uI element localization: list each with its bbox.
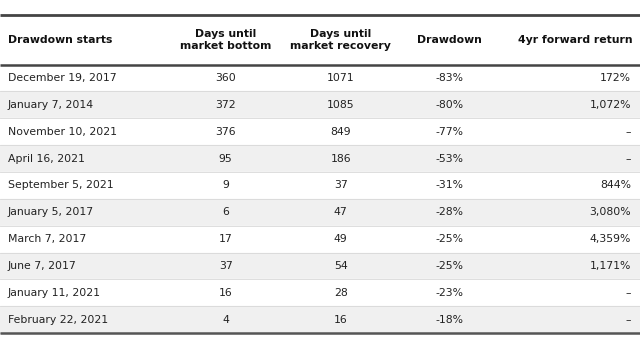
Text: 172%: 172%	[600, 73, 631, 83]
Text: January 7, 2014: January 7, 2014	[8, 100, 94, 110]
Text: April 16, 2021: April 16, 2021	[8, 154, 84, 164]
Text: June 7, 2017: June 7, 2017	[8, 261, 76, 271]
Text: -23%: -23%	[436, 288, 463, 298]
Text: January 11, 2021: January 11, 2021	[8, 288, 100, 298]
Text: 4,359%: 4,359%	[589, 234, 631, 244]
Text: -53%: -53%	[436, 154, 463, 164]
Text: 360: 360	[215, 73, 236, 83]
Text: –: –	[625, 154, 631, 164]
Text: –: –	[625, 315, 631, 325]
Text: 95: 95	[219, 154, 232, 164]
Bar	[0, 172, 640, 199]
Text: 49: 49	[334, 234, 348, 244]
Text: –: –	[625, 288, 631, 298]
Text: 849: 849	[330, 127, 351, 137]
Text: 4yr forward return: 4yr forward return	[518, 35, 632, 45]
Text: December 19, 2017: December 19, 2017	[8, 73, 116, 83]
Text: March 7, 2017: March 7, 2017	[8, 234, 86, 244]
Text: 37: 37	[334, 181, 348, 190]
Text: Days until
market recovery: Days until market recovery	[291, 29, 391, 51]
Text: 17: 17	[219, 234, 232, 244]
Text: -18%: -18%	[436, 315, 463, 325]
Text: -77%: -77%	[436, 127, 463, 137]
Bar	[0, 65, 640, 91]
Text: Drawdown: Drawdown	[417, 35, 482, 45]
Bar	[0, 199, 640, 226]
Text: 54: 54	[334, 261, 348, 271]
Text: Drawdown starts: Drawdown starts	[8, 35, 112, 45]
Text: –: –	[625, 127, 631, 137]
Text: January 5, 2017: January 5, 2017	[8, 207, 94, 217]
Text: 1085: 1085	[327, 100, 355, 110]
Text: 16: 16	[334, 315, 348, 325]
Text: -28%: -28%	[436, 207, 463, 217]
Text: Days until
market bottom: Days until market bottom	[180, 29, 271, 51]
Text: 372: 372	[215, 100, 236, 110]
Text: 3,080%: 3,080%	[589, 207, 631, 217]
Text: -25%: -25%	[436, 234, 463, 244]
Text: 16: 16	[219, 288, 232, 298]
Bar	[0, 118, 640, 145]
Bar	[0, 253, 640, 279]
Text: September 5, 2021: September 5, 2021	[8, 181, 113, 190]
Text: 9: 9	[222, 181, 229, 190]
Text: 186: 186	[330, 154, 351, 164]
Text: 47: 47	[334, 207, 348, 217]
Text: 28: 28	[334, 288, 348, 298]
Text: 1,171%: 1,171%	[589, 261, 631, 271]
Bar	[0, 306, 640, 333]
Text: November 10, 2021: November 10, 2021	[8, 127, 116, 137]
Bar	[0, 226, 640, 253]
Text: February 22, 2021: February 22, 2021	[8, 315, 108, 325]
Text: -31%: -31%	[436, 181, 463, 190]
Text: -25%: -25%	[436, 261, 463, 271]
Bar	[0, 15, 640, 65]
Text: 844%: 844%	[600, 181, 631, 190]
Text: 6: 6	[222, 207, 229, 217]
Text: 4: 4	[222, 315, 229, 325]
Text: -80%: -80%	[436, 100, 463, 110]
Text: 1,072%: 1,072%	[589, 100, 631, 110]
Text: 376: 376	[215, 127, 236, 137]
Bar	[0, 145, 640, 172]
Bar	[0, 279, 640, 306]
Text: 1071: 1071	[327, 73, 355, 83]
Text: -83%: -83%	[436, 73, 463, 83]
Bar	[0, 91, 640, 118]
Text: 37: 37	[219, 261, 232, 271]
